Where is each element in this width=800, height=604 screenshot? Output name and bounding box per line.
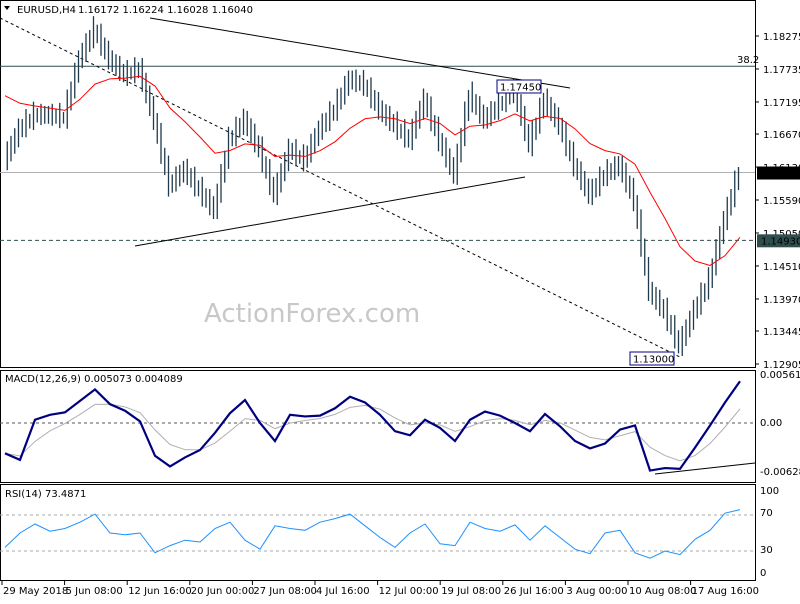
price-tick-label: 1.13970 — [763, 295, 800, 306]
price-tick-label: 1.15590 — [763, 196, 800, 207]
macd-tick-label: 0.00 — [760, 418, 782, 429]
chart-header-ohlc: 1.16172 1.16224 1.16028 1.16040 — [78, 5, 253, 16]
time-tick-label: 3 Aug 00:00 — [566, 586, 627, 597]
lower-trendline — [134, 176, 526, 247]
time-tick-label: 5 Jun 08:00 — [66, 586, 123, 597]
time-tick-label: 12 Jul 00:00 — [379, 586, 439, 597]
price-panel — [0, 0, 756, 368]
rsi-tick-label: 30 — [760, 545, 773, 556]
price-tick-label: 1.17195 — [763, 98, 800, 109]
rsi-tick-label: 0 — [760, 568, 766, 579]
level-price-label: 1.14930 — [761, 236, 800, 247]
rsi-title: RSI(14) 73.4871 — [5, 489, 86, 500]
macd-panel — [0, 370, 756, 483]
dropdown-triangle-icon[interactable] — [4, 6, 10, 10]
price-tick-label: 1.17735 — [763, 65, 800, 76]
macd-tick-label: 0.005614 — [760, 370, 800, 381]
watermark: ActionForex.com — [204, 299, 420, 329]
time-tick-label: 29 May 2018 — [3, 586, 68, 597]
price-tick-label: 1.14510 — [763, 262, 800, 273]
price-tick-label: 1.16670 — [763, 130, 800, 141]
price-tick-label: 1.18275 — [763, 32, 800, 43]
price-tick-label: 1.13445 — [763, 327, 800, 338]
dashed-trendline — [0, 17, 681, 358]
time-tick-label: 10 Aug 08:00 — [629, 586, 696, 597]
low-annotation: 1.13000 — [633, 355, 674, 366]
time-tick-label: 26 Jul 16:00 — [504, 586, 564, 597]
rsi-tick-label: 70 — [760, 508, 773, 519]
time-tick-label: 4 Jul 16:00 — [316, 586, 370, 597]
time-tick-label: 27 Jun 08:00 — [253, 586, 317, 597]
current-price-label: 1.16040 — [761, 169, 800, 180]
moving-average-line — [4, 75, 741, 267]
level-price-badge — [757, 234, 800, 248]
upper-trendline — [149, 17, 571, 89]
current-price-badge — [757, 166, 800, 180]
high-annotation: 1.17450 — [500, 83, 541, 94]
macd-tick-label: -0.006289 — [760, 467, 800, 478]
rsi-tick-label: 100 — [760, 486, 779, 497]
fib-label: 38.2 — [737, 55, 759, 66]
price-tick-label: 1.12905 — [763, 360, 800, 371]
macd-title: MACD(12,26,9) 0.005073 0.004089 — [5, 374, 183, 385]
macd-line — [4, 380, 741, 472]
time-tick-label: 20 Jun 00:00 — [191, 586, 255, 597]
time-tick-label: 17 Aug 16:00 — [692, 586, 759, 597]
low-annotation-box — [629, 351, 675, 366]
time-tick-label: 12 Jun 16:00 — [128, 586, 192, 597]
time-tick-label: 19 Jul 08:00 — [441, 586, 501, 597]
macd-trendline — [654, 462, 756, 475]
rsi-line — [4, 509, 741, 559]
rsi-panel — [0, 484, 756, 581]
chart-header-symbol: EURUSD,H4 — [17, 5, 76, 16]
high-annotation-box — [496, 79, 542, 94]
